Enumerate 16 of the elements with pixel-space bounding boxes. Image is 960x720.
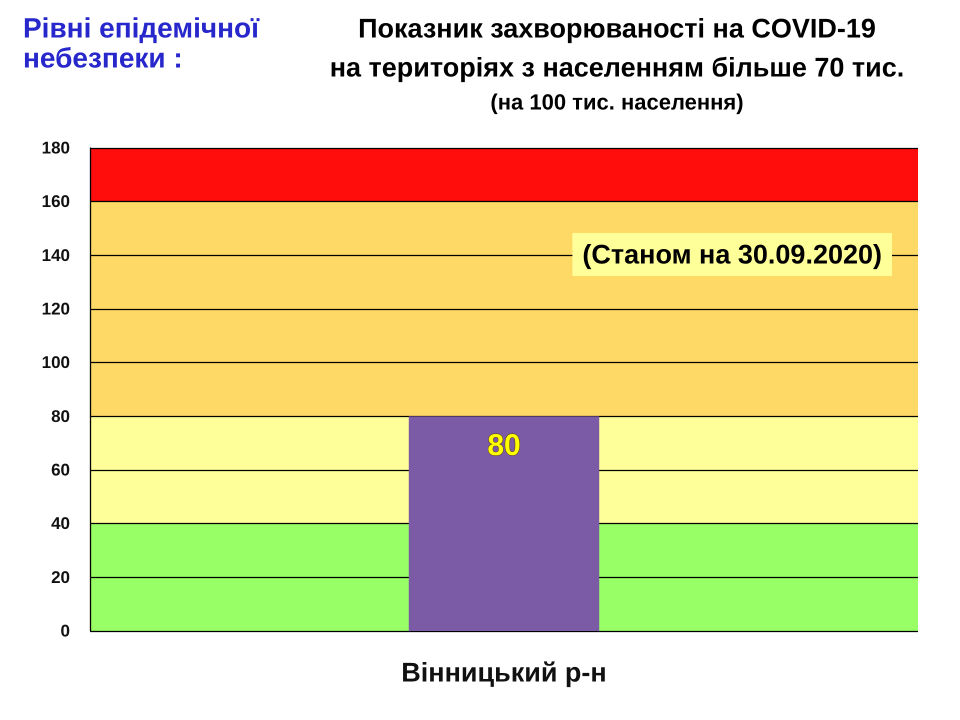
data-label: 80 bbox=[487, 428, 521, 462]
annotation: (Станом на 30.09.2020) bbox=[582, 240, 882, 270]
chart-subtitle: (на 100 тис. населення) bbox=[490, 90, 744, 114]
x-tick-label: Вінницький р-н bbox=[401, 658, 607, 688]
y-tick-label: 140 bbox=[42, 246, 70, 265]
y-tick-label: 160 bbox=[42, 192, 70, 212]
y-tick-label: 80 bbox=[51, 406, 70, 426]
y-tick-label: 0 bbox=[60, 622, 70, 640]
y-tick-label: 180 bbox=[42, 138, 70, 158]
y-tick-label: 120 bbox=[42, 300, 70, 318]
text: Рівні епідемічної небезпеки : bbox=[23, 12, 260, 74]
y-tick-label: 100 bbox=[42, 353, 70, 372]
y-tick-label: 20 bbox=[51, 568, 70, 587]
chart-title: Показник захворюваності на COVID-19 на територіях з населенням більше 70 тис. bbox=[330, 14, 904, 82]
y-tick-label: 60 bbox=[51, 460, 70, 480]
y-tick-label: 40 bbox=[51, 514, 70, 534]
